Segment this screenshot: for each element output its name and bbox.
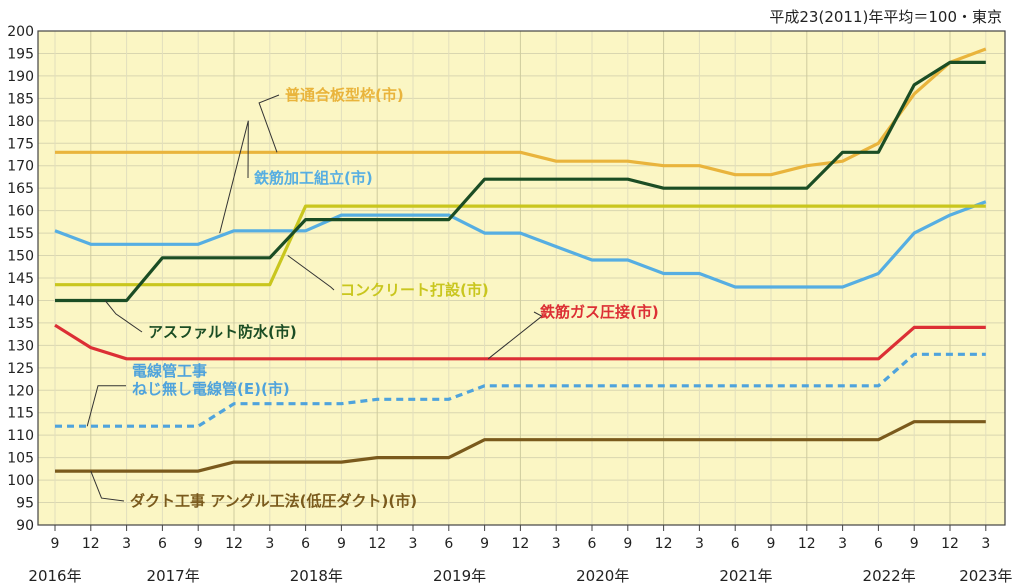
x-tick-label: 6 [731,536,740,552]
chart-note: 平成23(2011)年平均＝100・東京 [769,8,1002,26]
series-line-6 [55,420,986,473]
x-tick-label: 9 [480,536,489,552]
x-tick-label: 3 [265,536,274,552]
y-tick-label: 165 [7,181,34,197]
x-tick-label: 3 [122,536,131,552]
annotation-label-2: コンクリート打設(市) [340,281,489,299]
annotation-leader-2 [287,255,335,291]
x-tick-label: 3 [981,536,990,552]
x-tick-label: 12 [655,536,673,552]
y-tick-label: 195 [7,46,34,62]
x-tick-label: 12 [82,536,100,552]
y-tick-label: 155 [7,226,34,242]
y-tick-label: 150 [7,249,34,265]
series-line-2 [55,204,986,287]
series-line-0 [55,47,987,177]
series-line-3 [55,60,986,303]
year-label: 2022年 [863,567,916,585]
y-tick-label: 170 [7,159,34,175]
annotation-label-4: 鉄筋ガス圧接(市) [540,303,659,321]
annotation-leader-4 [487,311,543,360]
series-line-5 [55,352,986,428]
y-tick-label: 120 [7,383,34,399]
year-label: 2017年 [147,567,200,585]
x-tick-label: 6 [301,536,310,552]
y-tick-label: 140 [7,293,34,309]
series-line-4 [54,323,986,361]
annotation-label-0: 普通合板型枠(市) [285,86,404,104]
annotation-leader-3 [104,300,143,333]
y-tick-label: 105 [7,451,34,467]
x-tick-label: 3 [409,536,418,552]
annotation-leader-6 [90,470,125,502]
y-tick-label: 90 [16,518,34,534]
y-tick-label: 110 [7,428,34,444]
annotation-leader-0 [258,94,280,153]
year-label: 2016年 [28,567,81,585]
year-label: 2023年 [959,567,1012,585]
x-tick-label: 12 [941,536,959,552]
x-tick-label: 3 [838,536,847,552]
annotation-leader-1 [219,120,249,234]
y-tick-label: 145 [7,271,34,287]
annotation-leader-5 [86,385,126,427]
y-tick-label: 100 [7,473,34,489]
annotation-label-5: 電線管工事 [132,362,207,380]
x-tick-label: 3 [552,536,561,552]
annotation-label-5-line2: ねじ無し電線管(E)(市) [132,380,290,398]
x-tick-label: 12 [511,536,529,552]
annotation-label-3: アスファルト防水(市) [148,323,297,341]
plot-frame [37,30,1006,526]
x-tick-label: 6 [444,536,453,552]
y-tick-label: 135 [7,316,34,332]
x-tick-label: 9 [194,536,203,552]
x-tick-label: 12 [368,536,386,552]
x-tick-label: 9 [910,536,919,552]
annotation-label-6: ダクト工事 アングル工法(低圧ダクト)(市) [130,492,417,510]
y-tick-label: 190 [7,69,34,85]
x-tick-label: 12 [225,536,243,552]
y-tick-label: 185 [7,91,34,107]
x-tick-label: 9 [767,536,776,552]
y-tick-label: 175 [7,136,34,152]
series-line-1 [54,200,987,289]
x-tick-label: 9 [337,536,346,552]
x-tick-label: 12 [798,536,816,552]
x-tick-label: 6 [874,536,883,552]
year-label: 2020年 [576,567,629,585]
x-tick-label: 9 [51,536,60,552]
y-tick-label: 95 [16,496,34,512]
x-tick-label: 9 [623,536,632,552]
y-tick-label: 200 [7,24,34,40]
year-label: 2018年 [290,567,343,585]
year-label: 2021年 [719,567,772,585]
x-tick-label: 3 [695,536,704,552]
y-tick-label: 160 [7,204,34,220]
year-label: 2019年 [433,567,486,585]
x-tick-label: 6 [588,536,597,552]
y-tick-label: 130 [7,338,34,354]
x-tick-label: 6 [158,536,167,552]
y-tick-label: 125 [7,361,34,377]
y-tick-label: 180 [7,114,34,130]
y-tick-label: 115 [7,406,34,422]
annotation-label-1: 鉄筋加工組立(市) [254,169,373,187]
